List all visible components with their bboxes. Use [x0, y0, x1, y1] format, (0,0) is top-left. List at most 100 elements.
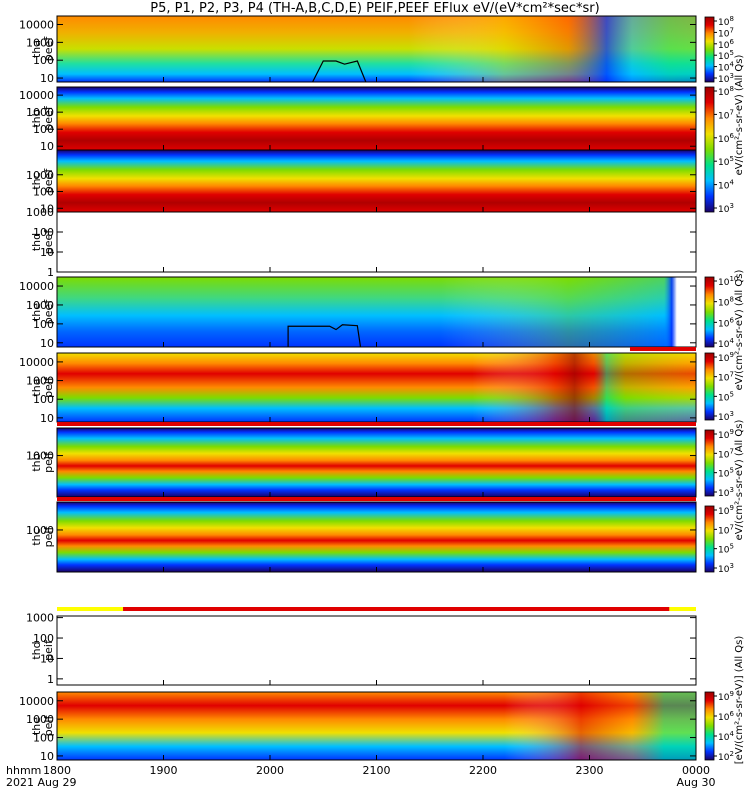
- colorbar-tick-label: 108: [718, 296, 734, 309]
- colorbar-scale: [704, 352, 715, 421]
- y-axis-label: thb: [30, 109, 43, 127]
- x-date-label: Aug 29: [38, 776, 77, 789]
- y-tick-label: 100: [33, 393, 54, 406]
- y-axis-label: thb: [30, 453, 43, 471]
- colorbar-scale: [704, 86, 715, 213]
- y-tick-label: 10: [40, 72, 54, 85]
- y-axis-label: peef: [42, 105, 55, 131]
- y-axis-label: thc: [30, 528, 43, 545]
- axis-row-label-year: 2021: [6, 776, 34, 789]
- colorbar-tick-label: 103: [718, 410, 734, 423]
- colorbar-peif-c: 109 107 105 103: [704, 504, 734, 575]
- y-tick-label: 100: [33, 54, 54, 67]
- axis-row-label-hhmm: hhmm: [6, 764, 41, 777]
- colorbar-tick-label: 107: [718, 108, 734, 121]
- colorbar-peif-a: 109 107 105 103: [704, 351, 734, 423]
- colorbar-scale: [704, 16, 715, 83]
- y-axis-label: thd: [30, 233, 43, 251]
- y-tick-label: 1: [47, 673, 54, 686]
- colorbar-tick-label: 104: [718, 337, 734, 350]
- y-axis-label: peif: [42, 639, 55, 661]
- colorbar-tick-label: 107: [718, 371, 734, 384]
- y-tick-label: 1000: [26, 450, 54, 463]
- colorbar-tick-label: 103: [718, 72, 734, 85]
- colorbar-tick-label: 107: [718, 523, 734, 536]
- y-tick-label: 1: [47, 266, 54, 279]
- y-tick-label: 1000: [26, 206, 54, 219]
- y-tick-label: 10: [40, 140, 54, 153]
- y-tick-label: 10000: [19, 89, 54, 102]
- colorbar-peif-b: 109 107 105 103: [704, 428, 734, 499]
- y-axis-label: tha: [30, 378, 43, 396]
- colorbar-scale: [704, 505, 715, 573]
- colorbar-tick-label: 103: [718, 202, 734, 215]
- heatmap-thb-peef: [57, 87, 696, 150]
- panel-the-peif: 10000 1000 100 10 the peif: [19, 691, 697, 763]
- y-axis-label: peef: [42, 229, 55, 255]
- colorbar-tick-label: 109: [718, 428, 734, 441]
- colorbar-tick-label: 105: [718, 390, 734, 403]
- x-tick-label: 0000: [682, 764, 710, 777]
- x-date-label: Aug 30: [677, 776, 716, 789]
- y-tick-label: 10: [40, 750, 54, 763]
- panel-tha-peef: 10000 1000 100 10 tha peef: [19, 15, 697, 85]
- colorbar-tick-label: 109: [718, 690, 734, 703]
- colorbar-scale: [704, 429, 715, 497]
- y-tick-label: 1000: [26, 612, 54, 625]
- y-tick-label: 10: [40, 412, 54, 425]
- colorbar-tick-label: 104: [718, 179, 734, 192]
- x-tick-label: 2200: [469, 764, 497, 777]
- colorbar-title: eV/(cm²-s-sr-eV) (All Qs): [734, 55, 745, 176]
- status-bar-yellow: [669, 607, 696, 611]
- colorbar-tick-label: 108: [718, 85, 734, 98]
- heatmap-variation: [57, 353, 696, 422]
- colorbar-tick-label: 105: [718, 155, 734, 168]
- colorbar-title: eV/(cm²-s-sr-eV) (All Qs): [734, 420, 745, 541]
- y-tick-label: 10000: [19, 695, 54, 708]
- y-tick-label: 1000: [26, 106, 54, 119]
- colorbar-tick-label: 106: [718, 132, 734, 145]
- colorbar-tick-label: 105: [718, 543, 734, 556]
- y-tick-label: 1000: [26, 299, 54, 312]
- heatmap-thb-peif: [57, 428, 696, 497]
- y-tick-label: 10: [40, 202, 54, 215]
- panel-thd-peif: 1000 100 10 1 thd peif: [26, 607, 697, 686]
- panel-frame: [56, 211, 697, 273]
- y-axis-label: peif: [42, 451, 55, 473]
- status-bar-red: [629, 347, 696, 351]
- colorbar-tick-label: 105: [718, 467, 734, 480]
- y-axis-label: peef: [42, 299, 55, 325]
- x-tick-label: 2000: [256, 764, 284, 777]
- colorbar-tick-label: 104: [718, 730, 734, 743]
- colorbar-title: [eV/(cm²-s-sr-eV)] (All Qs): [734, 636, 745, 765]
- y-tick-label: 100: [33, 226, 54, 239]
- heatmap-thc-peef: [57, 150, 696, 212]
- y-tick-label: 100: [33, 123, 54, 136]
- x-tick-label: 2100: [363, 764, 391, 777]
- status-bar-red: [57, 422, 696, 426]
- status-bar-yellow: [57, 607, 124, 611]
- status-bar-red: [123, 607, 670, 611]
- status-bar-red: [57, 497, 696, 501]
- colorbar-tick-label: 109: [718, 351, 734, 364]
- y-tick-label: 1000: [26, 375, 54, 388]
- y-tick-label: 100: [33, 632, 54, 645]
- colorbar-peif-e: 109 106 104 102: [704, 690, 734, 763]
- y-tick-label: 1000: [26, 524, 54, 537]
- y-axis-label: peif: [42, 715, 55, 737]
- panel-tha-peif: 10000 1000 100 10 tha peif: [19, 352, 697, 426]
- colorbar-scale: [704, 276, 715, 348]
- colorbar-tick-label: 109: [718, 504, 734, 517]
- contour-line: [312, 60, 367, 83]
- y-tick-label: 1000: [26, 169, 54, 182]
- figure-title: P5, P1, P2, P3, P4 (TH-A,B,C,D,E) PEIF,P…: [150, 1, 600, 16]
- y-tick-label: 100: [33, 318, 54, 331]
- heatmap-variation: [57, 16, 696, 82]
- heatmap-variation: [57, 277, 696, 347]
- y-axis-label: peef: [42, 168, 55, 194]
